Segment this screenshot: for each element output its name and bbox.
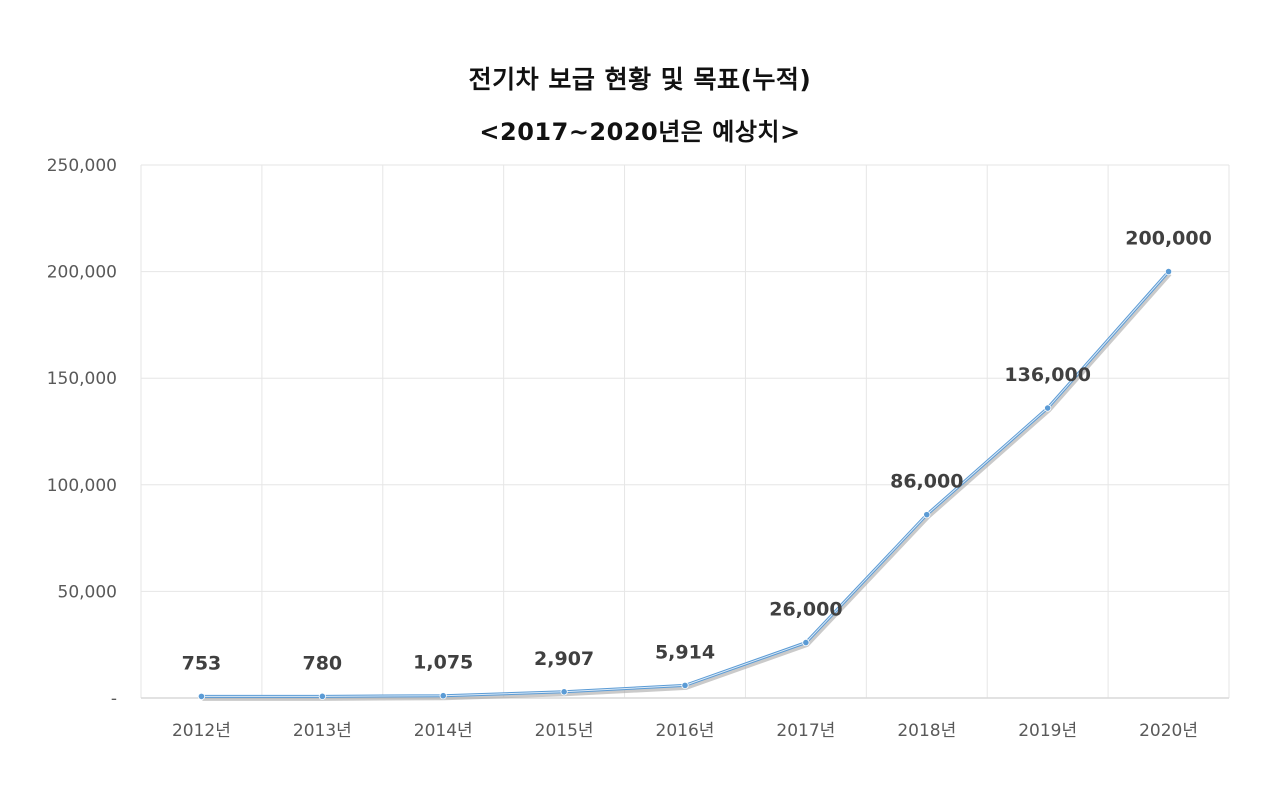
y-tick-label: 50,000 — [58, 582, 117, 602]
chart-subtitle: <2017~2020년은 예상치> — [479, 118, 801, 146]
data-label: 780 — [302, 652, 342, 674]
data-label: 86,000 — [890, 471, 963, 493]
x-tick-label: 2018년 — [897, 721, 956, 741]
x-tick-label: 2012년 — [172, 721, 231, 741]
data-point — [439, 692, 447, 700]
x-tick-label: 2016년 — [656, 721, 715, 741]
y-tick-label: - — [111, 689, 117, 709]
series-line-shadow — [202, 271, 1172, 701]
data-point — [318, 692, 326, 700]
y-tick-label: 100,000 — [47, 476, 117, 496]
data-point — [802, 638, 810, 647]
data-point — [923, 511, 931, 519]
series-line-highlight — [201, 271, 1169, 697]
data-point — [197, 692, 206, 700]
data-label: 753 — [182, 652, 222, 674]
x-tick-label: 2014년 — [414, 721, 473, 741]
chart-title: 전기차 보급 현황 및 목표(누적) — [468, 65, 812, 94]
x-tick-label: 2020년 — [1139, 721, 1198, 741]
data-point — [681, 681, 689, 689]
x-tick-label: 2019년 — [1018, 721, 1077, 741]
data-label: 2,907 — [534, 648, 594, 670]
data-label: 136,000 — [1004, 364, 1091, 386]
y-tick-label: 200,000 — [47, 263, 117, 283]
series-line — [201, 270, 1170, 698]
data-point — [560, 688, 568, 696]
data-label: 1,075 — [413, 652, 473, 674]
y-tick-label: 250,000 — [47, 156, 117, 176]
x-tick-label: 2013년 — [293, 721, 352, 741]
data-label: 5,914 — [655, 641, 715, 663]
data-label: 200,000 — [1125, 228, 1212, 250]
data-label: 26,000 — [769, 599, 842, 621]
x-tick-label: 2015년 — [535, 721, 594, 741]
data-point — [1044, 404, 1052, 412]
x-tick-label: 2017년 — [776, 721, 835, 741]
data-point — [1164, 267, 1173, 276]
y-tick-label: 150,000 — [47, 369, 117, 389]
